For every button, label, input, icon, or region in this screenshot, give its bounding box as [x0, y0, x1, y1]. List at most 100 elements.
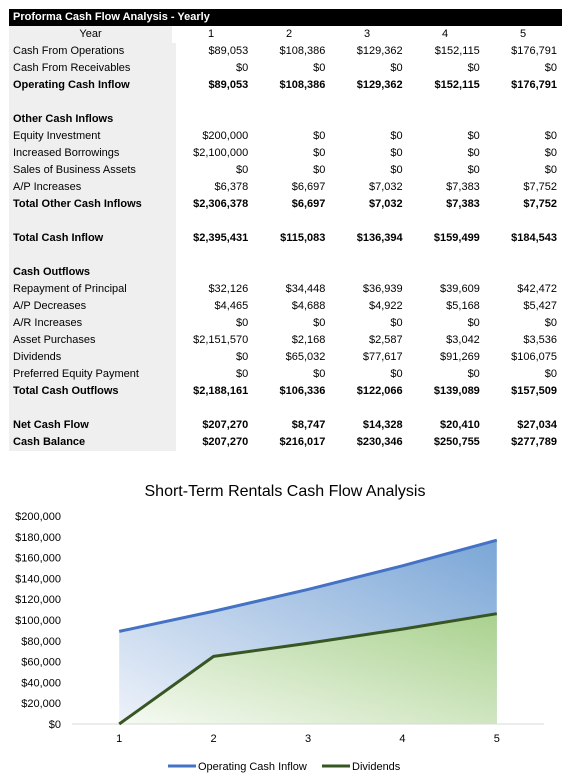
row-label: Cash Outflows	[9, 264, 176, 281]
cash-flow-table: Proforma Cash Flow Analysis - Yearly Yea…	[9, 9, 562, 451]
row-value-cell	[485, 111, 562, 128]
row-label: A/P Increases	[9, 179, 176, 196]
row-label: A/P Decreases	[9, 298, 176, 315]
row-value-cell: $27,034	[517, 419, 558, 431]
y-tick-label: $40,000	[21, 677, 61, 689]
y-tick-label: $60,000	[21, 657, 61, 669]
year-header-cell: 2	[285, 28, 293, 40]
row-value-cell: $7,752	[523, 198, 558, 210]
row-value-cell	[176, 400, 253, 417]
legend-label: Operating Cash Inflow	[198, 761, 307, 773]
row-value-cell: $42,472	[517, 283, 558, 295]
row-value-cell	[176, 264, 253, 281]
row-value-cell: $6,697	[291, 181, 326, 193]
row-value-cell: $0	[467, 368, 480, 380]
row-value-cell: $106,336	[279, 385, 326, 397]
row-value-cell	[176, 247, 253, 264]
row-value-cell: $4,465	[214, 300, 249, 312]
row-value-cell: $108,386	[279, 45, 326, 57]
row-value-cell: $2,168	[291, 334, 326, 346]
row-value-cell: $0	[467, 164, 480, 176]
row-value-cell: $4,688	[291, 300, 326, 312]
row-value-cell	[485, 94, 562, 111]
row-value-cell	[330, 264, 407, 281]
row-value-cell	[330, 94, 407, 111]
table-row: Net Cash Flow $207,270 $8,747 $14,328 $20,41…	[9, 417, 562, 434]
row-label: Increased Borrowings	[9, 145, 176, 162]
row-value-cell: $7,032	[368, 181, 403, 193]
y-tick-label: $180,000	[15, 532, 61, 544]
row-value-cell: $115,083	[280, 232, 326, 244]
row-label: Net Cash Flow	[9, 417, 176, 434]
table-row: A/R Increases $0 $0 $0 $0 $0	[9, 315, 562, 332]
row-value-cell: $5,168	[446, 300, 480, 312]
table-spacer-row	[9, 213, 562, 230]
row-label: Cash Balance	[9, 434, 176, 451]
row-value-cell: $157,509	[511, 385, 558, 397]
row-value-cell: $39,609	[440, 283, 480, 295]
y-tick-label: $100,000	[15, 615, 61, 627]
row-value-cell	[253, 400, 330, 417]
row-value-cell: $3,536	[523, 334, 558, 346]
row-label: Cash From Receivables	[9, 60, 176, 77]
table-row: Total Other Cash Inflows $2,306,378 $6,697…	[9, 196, 562, 213]
table-row: Other Cash Inflows	[9, 111, 562, 128]
row-value-cell: $2,151,570	[193, 334, 249, 346]
row-value-cell	[485, 400, 562, 417]
chart-svg: Short-Term Rentals Cash Flow Analysis $0 $…	[15, 483, 544, 773]
year-header: Year	[9, 26, 172, 43]
row-value-cell	[253, 111, 330, 128]
row-value-cell: $0	[390, 317, 403, 329]
table-row: Cash From Receivables $0 $0 $0 $0 $0	[9, 60, 562, 77]
row-value-cell: $0	[390, 130, 403, 142]
row-value-cell: $184,543	[511, 232, 558, 244]
row-value-cell: $216,017	[279, 436, 326, 448]
y-tick-label: $140,000	[15, 573, 61, 585]
row-value-cell: $0	[467, 130, 480, 142]
y-tick-label: $120,000	[15, 594, 61, 606]
table-row: Cash Balance $207,270 $216,017 $230,346 $250…	[9, 434, 562, 451]
row-value-cell: $122,066	[356, 385, 403, 397]
row-value-cell: $0	[313, 317, 326, 329]
x-tick-label: 5	[494, 733, 500, 745]
row-value-cell: $77,617	[362, 351, 403, 363]
row-value-cell: $200,000	[202, 130, 249, 142]
table-row: Repayment of Principal $32,126 $34,448 $36,…	[9, 281, 562, 298]
year-header-cell: 1	[207, 28, 215, 40]
row-value-cell: $0	[544, 62, 558, 74]
row-value-cell: $230,346	[356, 436, 403, 448]
row-value-cell: $2,188,161	[193, 385, 249, 397]
year-header-cell: 4	[441, 28, 449, 40]
table-row: Dividends $0 $65,032 $77,617 $91,269 $106,075	[9, 349, 562, 366]
row-value-cell: $0	[313, 368, 326, 380]
table-row: Asset Purchases $2,151,570 $2,168 $2,587 $3,…	[9, 332, 562, 349]
x-tick-label: 4	[399, 733, 405, 745]
table-row: A/P Increases $6,378 $6,697 $7,032 $7,383 $7,…	[9, 179, 562, 196]
row-value-cell	[253, 94, 330, 111]
row-value-cell: $0	[313, 164, 326, 176]
row-value-cell	[408, 247, 485, 264]
row-value-cell: $14,328	[362, 419, 403, 431]
row-label: Other Cash Inflows	[9, 111, 176, 128]
row-value-cell	[408, 264, 485, 281]
row-label	[9, 247, 176, 264]
row-value-cell: $0	[390, 164, 403, 176]
x-tick-label: 2	[211, 733, 217, 745]
row-value-cell: $0	[467, 62, 480, 74]
row-value-cell: $2,100,000	[193, 147, 249, 159]
row-value-cell: $2,395,431	[193, 232, 249, 244]
row-value-cell: $0	[235, 351, 249, 363]
cash-flow-chart: Short-Term Rentals Cash Flow Analysis $0 $…	[0, 470, 571, 784]
table-row: Sales of Business Assets $0 $0 $0 $0 $0	[9, 162, 562, 179]
row-value-cell: $6,378	[214, 181, 249, 193]
table-row: A/P Decreases $4,465 $4,688 $4,922 $5,168 $5,…	[9, 298, 562, 315]
table-body: Cash From Operations $89,053 $108,386 $129,…	[9, 43, 562, 451]
area-dividends	[119, 613, 497, 724]
row-value-cell: $0	[313, 62, 326, 74]
row-value-cell: $159,499	[433, 232, 480, 244]
row-value-cell	[408, 111, 485, 128]
row-label: A/R Increases	[9, 315, 176, 332]
year-header-cell: 3	[363, 28, 371, 40]
row-value-cell: $207,270	[202, 419, 249, 431]
row-value-cell: $0	[235, 368, 249, 380]
